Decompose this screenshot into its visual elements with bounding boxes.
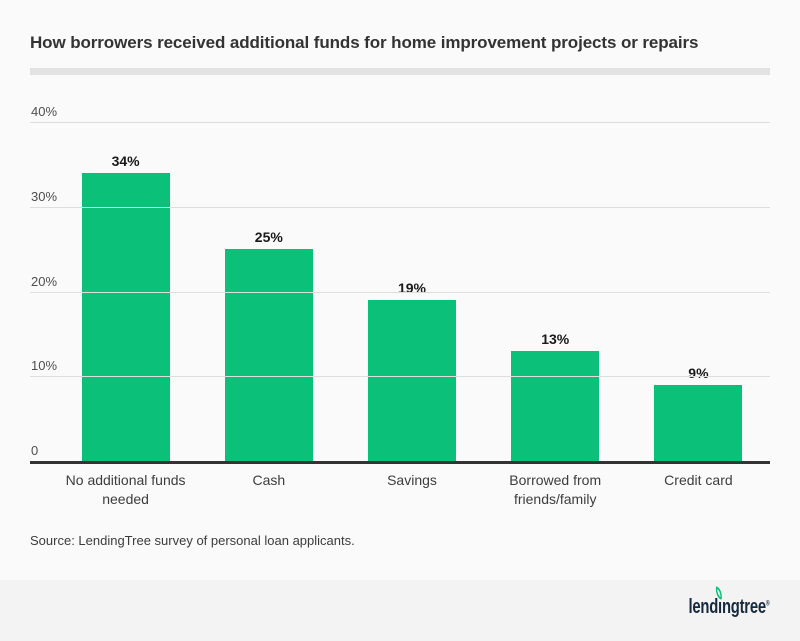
bar-slot: 25% bbox=[197, 229, 340, 461]
bars-area: 34% 25% 19% 13% 9% bbox=[54, 0, 770, 461]
title-divider bbox=[30, 68, 770, 75]
bar bbox=[81, 173, 170, 461]
category-label: No additional funds needed bbox=[65, 472, 186, 507]
bar-slot: 9% bbox=[627, 365, 770, 461]
bar-value-label: 9% bbox=[688, 365, 709, 381]
gridline bbox=[30, 122, 770, 123]
y-tick-label: 20% bbox=[31, 273, 58, 289]
bar-slot: 19% bbox=[340, 280, 483, 461]
bar-value-label: 34% bbox=[111, 153, 140, 169]
footer-bar: lend ıngtree® bbox=[0, 580, 800, 641]
logo-text-prefix: lend bbox=[688, 596, 719, 618]
lendingtree-logo: lend ıngtree® bbox=[688, 586, 770, 619]
bar-value-label: 25% bbox=[254, 229, 283, 245]
source-note: Source: LendingTree survey of personal l… bbox=[30, 533, 355, 548]
category-label: Credit card bbox=[664, 472, 733, 488]
category-label: Borrowed from friends/family bbox=[509, 472, 602, 507]
logo-letter-i: ı bbox=[714, 586, 724, 619]
y-tick-label: 10% bbox=[31, 358, 58, 374]
category-label: Cash bbox=[252, 472, 286, 488]
gridline bbox=[30, 376, 770, 378]
bar bbox=[224, 249, 313, 461]
category-axis: No additional funds needed Cash Savings Bor… bbox=[54, 471, 770, 509]
bar-slot: 34% bbox=[54, 153, 197, 461]
bar bbox=[368, 300, 456, 461]
category-label: Savings bbox=[387, 472, 437, 488]
y-tick-label: 30% bbox=[31, 188, 58, 204]
gridline bbox=[30, 291, 770, 293]
bar bbox=[654, 385, 743, 461]
bar-value-label: 13% bbox=[541, 331, 570, 347]
y-tick-label: 0 bbox=[31, 443, 39, 458]
bar-slot: 13% bbox=[484, 331, 627, 461]
logo-dotless-i: ı bbox=[718, 596, 723, 618]
y-tick-label: 40% bbox=[31, 104, 58, 119]
logo-text-suffix: ngtree bbox=[722, 596, 767, 618]
trademark-mark: ® bbox=[766, 600, 770, 608]
bar-value-label: 19% bbox=[397, 280, 427, 296]
bar bbox=[511, 351, 600, 461]
x-axis-line bbox=[30, 461, 770, 464]
chart-title: How borrowers received additional funds … bbox=[30, 33, 699, 52]
gridline bbox=[30, 206, 770, 208]
